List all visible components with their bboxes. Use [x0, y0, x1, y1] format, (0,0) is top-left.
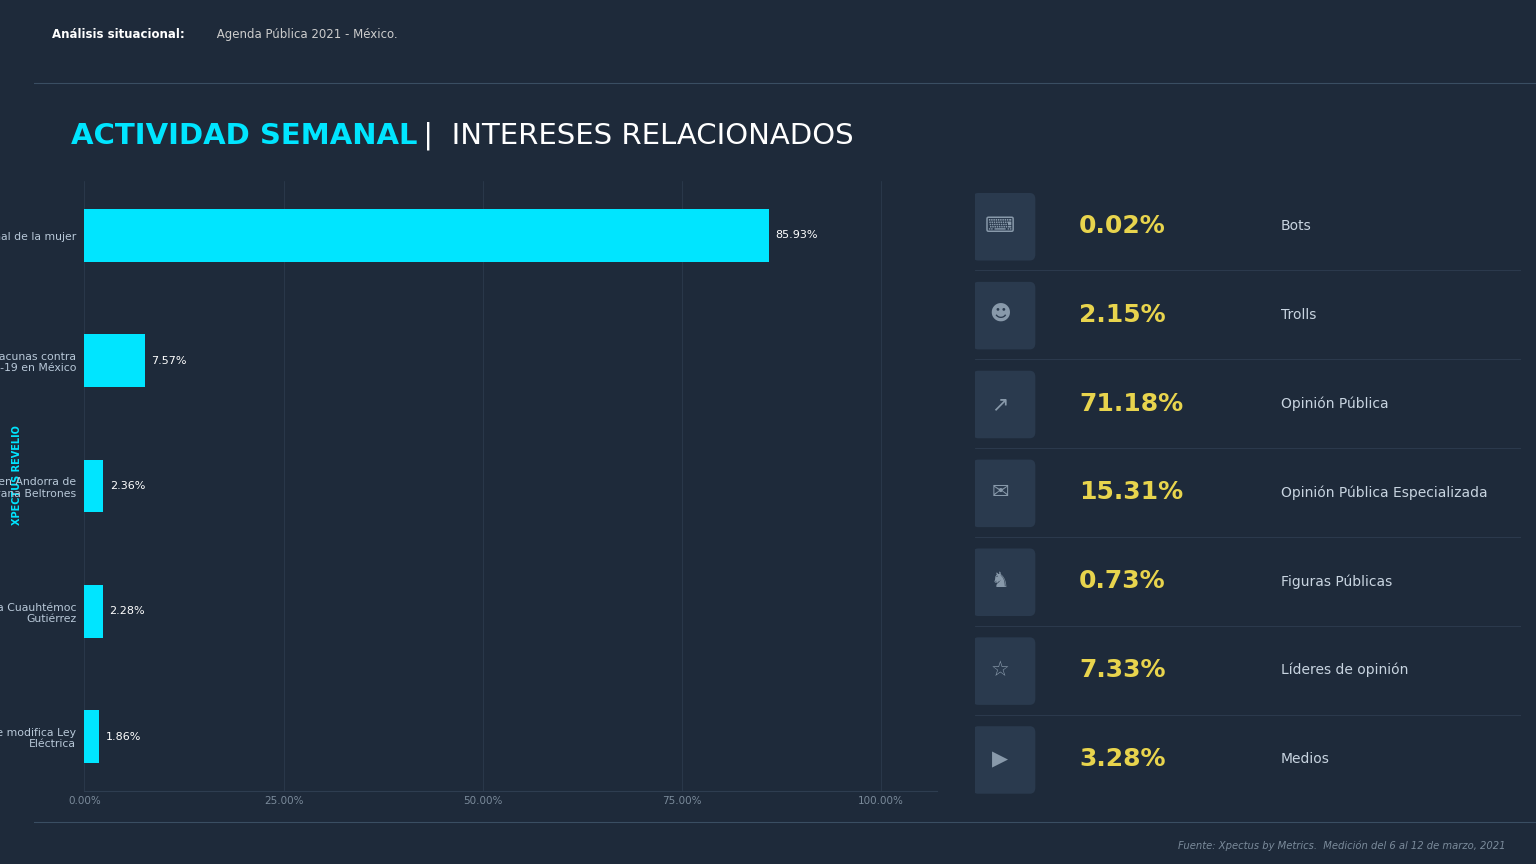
Bar: [84, 209, 770, 262]
Text: Opinión Pública Especializada: Opinión Pública Especializada: [1281, 486, 1487, 499]
Text: Opinión Pública: Opinión Pública: [1281, 397, 1389, 411]
Text: Análisis situacional:: Análisis situacional:: [52, 28, 184, 41]
Text: 85.93%: 85.93%: [776, 231, 819, 240]
Text: 2.36%: 2.36%: [109, 481, 144, 491]
Text: ACTIVIDAD SEMANAL: ACTIVIDAD SEMANAL: [71, 122, 418, 149]
FancyBboxPatch shape: [972, 549, 1035, 616]
Text: 1.86%: 1.86%: [106, 732, 141, 741]
FancyBboxPatch shape: [972, 282, 1035, 349]
FancyBboxPatch shape: [972, 727, 1035, 794]
Bar: [84, 710, 100, 763]
Text: 2.15%: 2.15%: [1078, 302, 1166, 327]
Text: ⌨: ⌨: [985, 216, 1015, 236]
Text: ↗: ↗: [991, 394, 1009, 414]
Text: 0.73%: 0.73%: [1078, 569, 1166, 594]
Bar: [84, 585, 103, 638]
Text: Agenda Pública 2021 - México.: Agenda Pública 2021 - México.: [212, 28, 398, 41]
Text: 7.33%: 7.33%: [1078, 658, 1166, 683]
Text: 15.31%: 15.31%: [1078, 480, 1183, 505]
Text: Medios: Medios: [1281, 752, 1330, 766]
FancyBboxPatch shape: [972, 638, 1035, 705]
Text: ♞: ♞: [991, 571, 1009, 591]
Text: 7.57%: 7.57%: [151, 356, 187, 365]
Text: ▶: ▶: [992, 749, 1008, 769]
FancyBboxPatch shape: [972, 460, 1035, 527]
Text: Figuras Públicas: Figuras Públicas: [1281, 574, 1392, 588]
Bar: [84, 334, 144, 387]
Text: ☆: ☆: [991, 660, 1009, 680]
Bar: [84, 460, 103, 512]
Text: 71.18%: 71.18%: [1078, 391, 1183, 416]
Text: Bots: Bots: [1281, 219, 1312, 233]
Text: ✉: ✉: [991, 482, 1009, 503]
Text: 3.28%: 3.28%: [1078, 747, 1166, 771]
Text: XPECTUS REVELIO: XPECTUS REVELIO: [12, 425, 22, 525]
FancyBboxPatch shape: [972, 371, 1035, 438]
Text: Fuente: Xpectus by Metrics.  Medición del 6 al 12 de marzo, 2021: Fuente: Xpectus by Metrics. Medición del…: [1178, 841, 1505, 851]
Text: Trolls: Trolls: [1281, 308, 1316, 321]
Text: 0.02%: 0.02%: [1078, 214, 1166, 238]
Text: Líderes de opinión: Líderes de opinión: [1281, 663, 1409, 677]
FancyBboxPatch shape: [972, 193, 1035, 261]
Text: 2.28%: 2.28%: [109, 607, 144, 616]
Text: |  INTERESES RELACIONADOS: | INTERESES RELACIONADOS: [413, 122, 854, 150]
Text: ☻: ☻: [989, 305, 1011, 325]
